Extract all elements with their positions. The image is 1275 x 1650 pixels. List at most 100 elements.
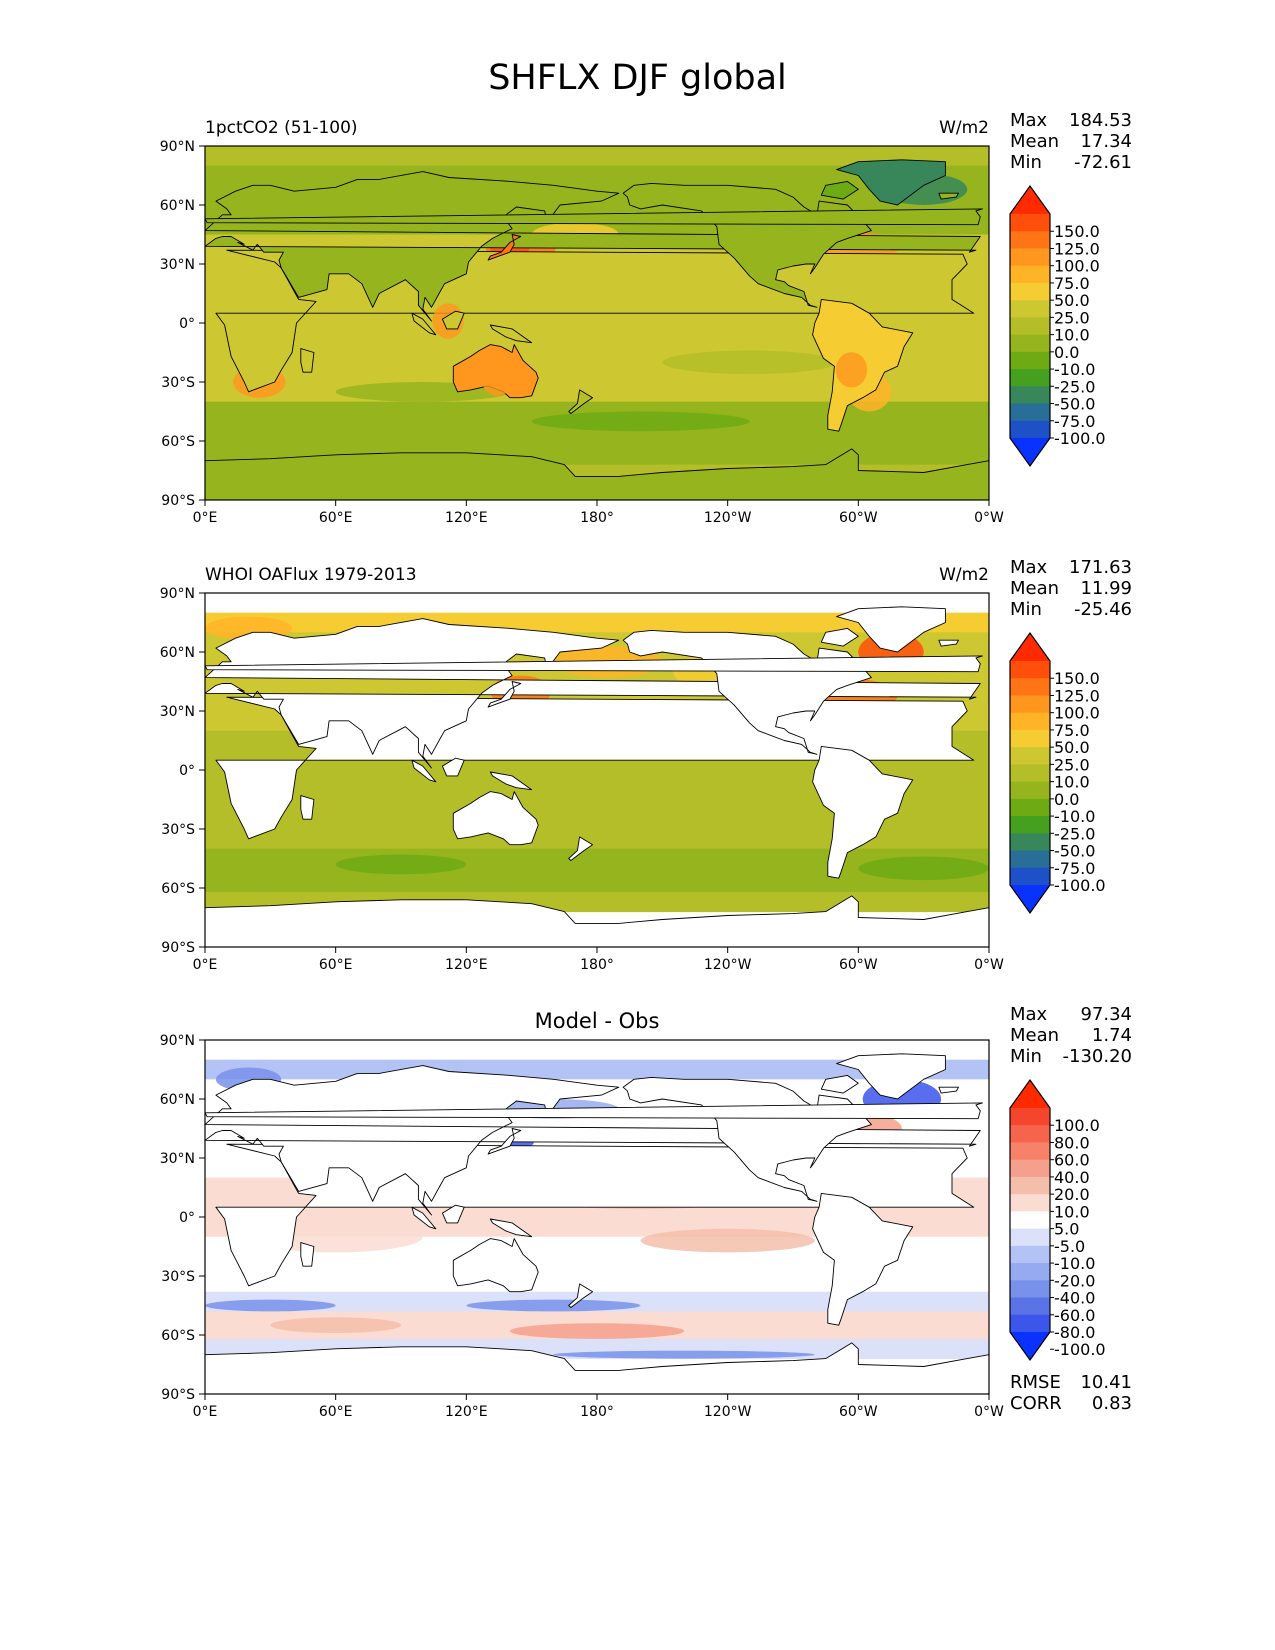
colorbar-bin [1010,1280,1050,1299]
coastline-australia [452,791,539,846]
colorbar-label: -20.0 [1054,1271,1095,1290]
coastline-newGuinea [489,1218,533,1238]
stat-label: Mean [1010,578,1060,599]
stat-min: Min -72.61 [1010,152,1132,174]
colorbar-bin [1010,712,1050,731]
y-tick-label: 30°S [161,1269,195,1285]
stat-mean: Mean 1.74 [1010,1025,1132,1047]
coastline-madagascar [300,1242,315,1267]
coastline-borneo [441,1204,465,1224]
y-tick-label: 90°N [160,139,195,155]
coastline-borneo [441,757,465,777]
x-tick-label: 60°W [839,957,878,973]
y-tick-label: 0° [179,1210,195,1226]
coastline-greenland [836,606,946,653]
stat-value: -72.61 [1073,152,1132,173]
y-tick-label: 0° [179,763,195,779]
coastline-greenland [836,1053,946,1100]
colorbar-extend-top [1010,186,1050,214]
stat-value: -130.20 [1062,1046,1132,1067]
colorbar-label: 10.0 [1054,773,1090,792]
colorbar-bin [1010,265,1050,284]
colorbar-extend-bottom [1010,438,1050,466]
colorbar-label: -50.0 [1054,395,1095,414]
colorbar-label: 0.0 [1054,343,1079,362]
colorbar-label: -75.0 [1054,412,1095,431]
coastline-newZealand [568,1283,594,1308]
coastline-iceland [938,639,959,647]
stat-label: CORR [1010,1393,1062,1414]
y-tick-label: 60°N [160,198,195,214]
coastline-baffin [820,627,859,647]
coastline-newZealand [568,836,594,861]
colorbar-bin [1010,231,1050,249]
coastline-newZealand [568,389,594,414]
coastline-madagascar [300,795,315,820]
field-anomaly-8 [205,1299,336,1312]
coastline-newGuinea [489,771,533,791]
colorbar-label: 40.0 [1054,1168,1090,1187]
stat-value: 11.99 [1080,578,1132,599]
map-panel-2: 0°E 60°E 120°E 180° 120°W 60°W 0°W 90°N 60°N 30°N… [160,565,1004,973]
field-anomaly-9 [466,1299,641,1312]
stat-label: Max [1010,557,1048,578]
field-anomaly-7 [858,856,989,881]
colorbar-label: -100.0 [1054,429,1106,448]
stat-value: 171.63 [1069,557,1132,578]
colorbar-bin [1010,403,1050,422]
colorbar-label: -25.0 [1054,377,1095,396]
colorbar-label: 5.0 [1054,1220,1079,1239]
stat-label: Min [1010,599,1042,620]
colorbar-label: 125.0 [1054,239,1100,258]
colorbar-bin [1010,1228,1050,1247]
colorbar-label: 10.0 [1054,326,1090,345]
colorbar-bin [1010,661,1050,679]
colorbar-bin [1010,420,1050,439]
colorbar-label: 150.0 [1054,222,1100,241]
y-tick-label: 90°S [161,940,195,956]
coastline-japan [487,1128,522,1155]
coastline-newGuinea [489,324,533,344]
colorbar-label: -10.0 [1054,1254,1095,1273]
colorbar-bin [1010,282,1050,301]
colorbar-bin [1010,1314,1050,1333]
colorbar-bin [1010,1297,1050,1316]
colorbar-label: 20.0 [1054,1185,1090,1204]
colorbar-label: -5.0 [1054,1237,1085,1256]
coastline-sumatra [411,312,437,336]
field-anomaly-12 [531,411,750,432]
colorbar-label: 150.0 [1054,669,1100,688]
coastline-sumatra [411,759,437,783]
colorbar-label: 125.0 [1054,686,1100,705]
y-tick-label: 30°N [160,1151,195,1167]
y-tick-label: 90°S [161,1387,195,1403]
stat-label: RMSE [1010,1372,1061,1393]
field-anomaly-7 [640,1228,815,1253]
coastline-australia [452,1238,539,1293]
stat-mean: Mean 11.99 [1010,578,1132,600]
x-tick-label: 0°E [193,510,218,526]
map-panel-3: 0°E 60°E 120°E 180° 120°W 60°W 0°W 90°N 60°N 30°N… [160,1009,1004,1420]
colorbar-bin [1010,1245,1050,1264]
colorbar-bin [1010,747,1050,765]
colorbar-label: 60.0 [1054,1151,1090,1170]
stat-rmse: RMSE 10.41 [1010,1372,1132,1394]
colorbar-label: 75.0 [1054,274,1090,293]
x-tick-label: 120°W [704,1404,752,1420]
y-tick-label: 30°N [160,704,195,720]
colorbar-bin [1010,369,1050,387]
colorbar-label: 75.0 [1054,721,1090,740]
land-hotspot-australia [481,360,514,397]
colorbar-label: -100.0 [1054,876,1106,895]
colorbar-extend-bottom [1010,1332,1050,1360]
map-panel-1: 0°E 60°E 120°E 180° 120°W 60°W 0°W 90°N 60°N 30°N… [160,118,1004,526]
field-band-9 [205,868,989,893]
y-tick-label: 90°N [160,586,195,602]
y-tick-label: 60°S [161,1328,195,1344]
colorbar-bin [1010,1125,1050,1143]
panel-title: WHOI OAFlux 1979-2013 [205,565,417,585]
y-tick-label: 90°N [160,1033,195,1049]
colorbar-bin [1010,1142,1050,1161]
coastline-antarctica [205,1342,989,1394]
colorbar-bin [1010,334,1050,353]
